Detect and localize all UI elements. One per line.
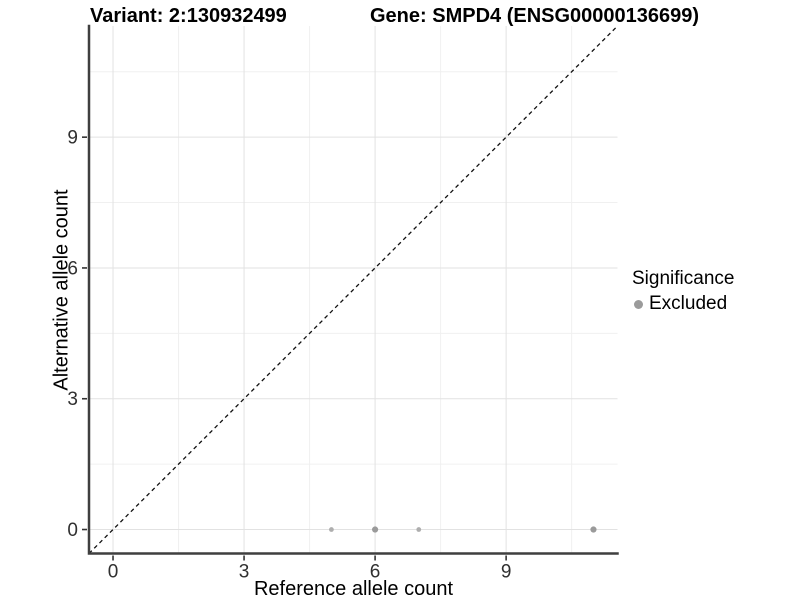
legend-item-label: Excluded	[649, 293, 728, 314]
x-tick-label: 6	[370, 562, 381, 583]
axis-lines	[87, 24, 619, 555]
y-tick-label: 0	[67, 520, 78, 541]
data-point	[329, 527, 334, 532]
data-point	[371, 526, 379, 533]
x-tick-label: 0	[108, 562, 119, 583]
identity-reference-line	[88, 25, 618, 554]
y-tick-label: 9	[67, 128, 78, 149]
y-tick-label: 3	[67, 389, 78, 410]
data-point	[590, 526, 597, 533]
y-tick-label: 6	[67, 258, 78, 279]
gene-title: Gene: SMPD4 (ENSG00000136699)	[370, 5, 700, 27]
legend-item-excluded: Excluded	[634, 293, 734, 315]
y-axis-title: Alternative allele count	[50, 189, 73, 391]
x-tick-label: 9	[501, 562, 512, 583]
x-axis-title: Reference allele count	[253, 578, 453, 600]
data-point	[416, 527, 422, 532]
legend: Significance Excluded	[632, 268, 734, 315]
legend-key-dot	[634, 299, 643, 309]
x-tick-label: 3	[239, 562, 250, 583]
legend-title: Significance	[632, 268, 735, 289]
variant-title: Variant: 2:130932499	[90, 5, 287, 27]
